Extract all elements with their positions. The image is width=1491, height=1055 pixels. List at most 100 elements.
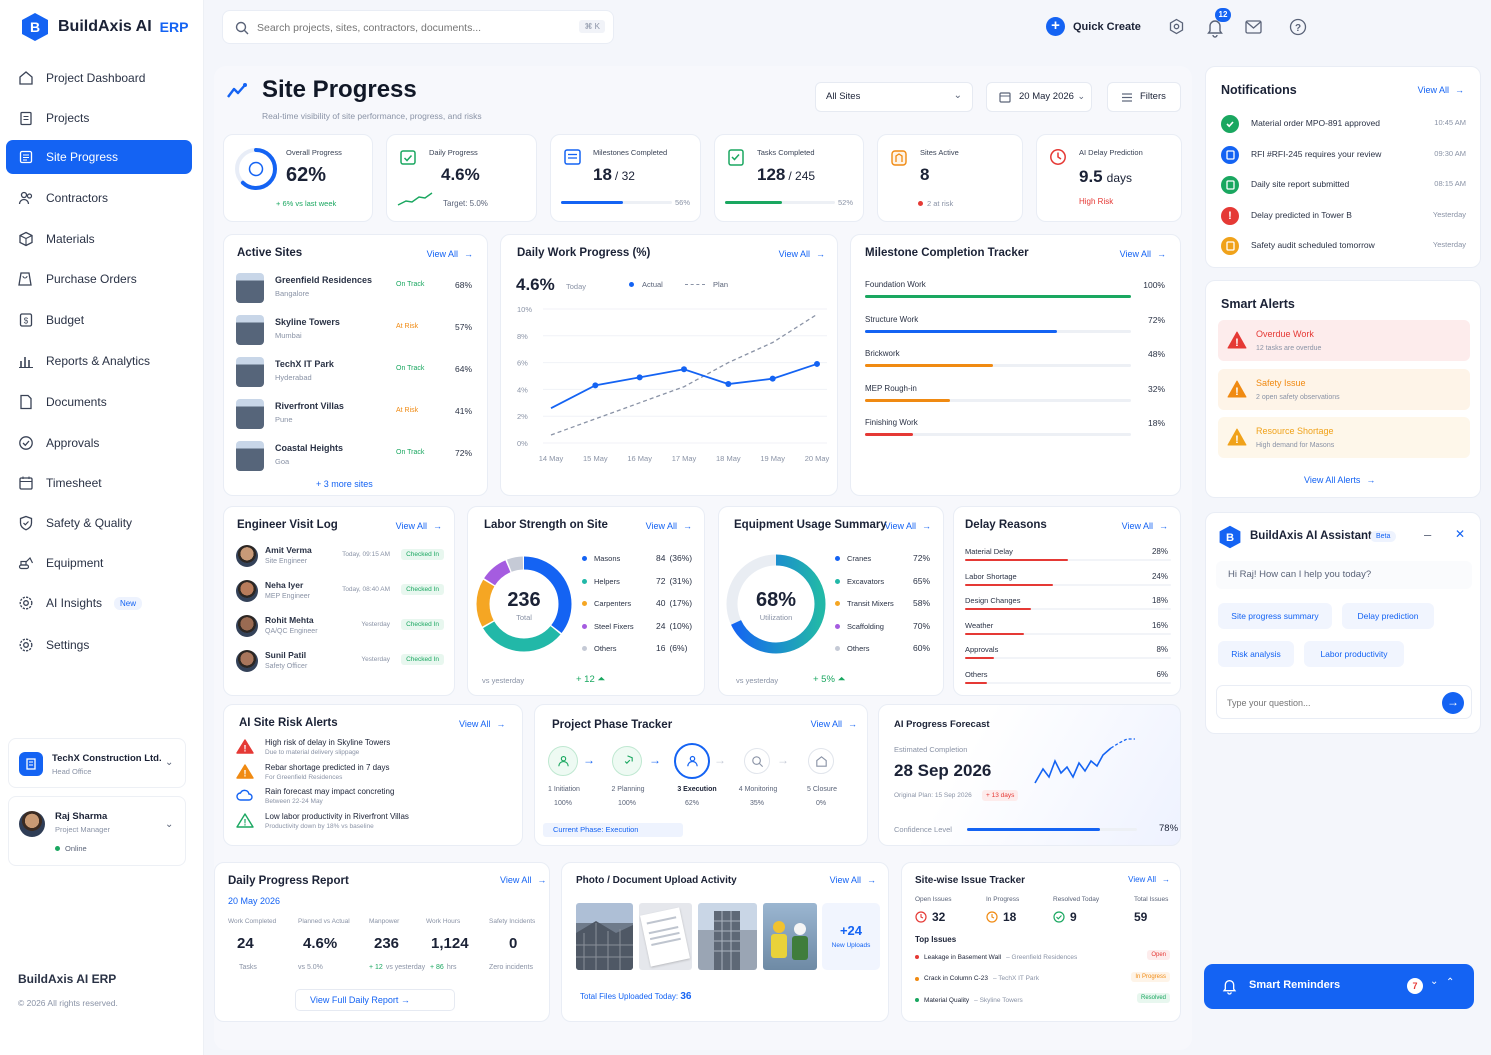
full-report-link[interactable]: View Full Daily Report →	[295, 989, 455, 1011]
filters-button[interactable]: Filters	[1107, 82, 1181, 112]
chip-labor-productivity[interactable]: Labor productivity	[1304, 641, 1404, 667]
view-all-link[interactable]: View All →	[810, 719, 857, 729]
minimize-icon[interactable]: –	[1424, 527, 1432, 542]
smart-alert-item[interactable]: ! Resource Shortage High demand for Masons	[1218, 417, 1470, 458]
phase-monitoring-node[interactable]	[744, 748, 770, 774]
labor-segment[interactable]	[476, 556, 572, 652]
sidebar-item-reports-analytics[interactable]: Reports & Analytics	[6, 344, 192, 378]
issue-row[interactable]: Crack in Column C-23– TechX IT Park	[915, 972, 1173, 986]
site-row[interactable]: Coastal Heights Goa On Track 72%	[224, 441, 489, 475]
actual-point[interactable]	[636, 374, 643, 381]
date-picker[interactable]: 20 May 2026 ⌄	[986, 82, 1092, 112]
sidebar-item-documents[interactable]: Documents	[6, 385, 192, 419]
kpi-card-ai-delay-prediction[interactable]: AI Delay Prediction 9.5 days High Risk	[1036, 134, 1182, 222]
engineer-row[interactable]: Rohit Mehta QA/QC Engineer Yesterday Checke…	[224, 613, 456, 643]
app-logo[interactable]: B BuildAxis AI ERP	[20, 12, 188, 42]
site-select[interactable]: All Sites ⌄	[815, 82, 973, 112]
view-all-alerts-link[interactable]: View All Alerts →	[1304, 475, 1376, 485]
view-all-link[interactable]: View All →	[1417, 85, 1464, 95]
engineer-row[interactable]: Neha Iyer MEP Engineer Today, 08:40 AM Chec…	[224, 578, 456, 608]
view-all-link[interactable]: View All →	[1121, 521, 1168, 531]
phase-execution-node[interactable]	[674, 743, 710, 779]
mail-icon[interactable]	[1245, 20, 1262, 34]
kpi-card-sites-active[interactable]: Sites Active 8 2 at risk	[877, 134, 1023, 222]
issue-row[interactable]: Leakage in Basement Wall – Greenfield Res…	[915, 950, 1173, 964]
actual-point[interactable]	[814, 360, 820, 367]
notification-text: Safety audit scheduled tomorrow	[1251, 240, 1375, 250]
view-all-link[interactable]: View All →	[459, 719, 506, 729]
more-sites-link[interactable]: + 3 more sites	[316, 479, 373, 489]
view-all-link[interactable]: View All →	[500, 875, 547, 885]
upload-thumb-building[interactable]	[698, 903, 757, 970]
smart-reminders-button[interactable]: Smart Reminders 7 ⌄ ⌃	[1204, 964, 1474, 1009]
kpi-card-overall-progress[interactable]: Overall Progress 62% + 6% vs last week	[223, 134, 373, 222]
upload-thumb-workers[interactable]	[763, 903, 817, 970]
send-button[interactable]: →	[1442, 692, 1464, 714]
sidebar-item-projects[interactable]: Projects	[6, 101, 192, 135]
upload-thumb-document[interactable]	[639, 903, 692, 970]
search-input[interactable]	[257, 19, 557, 37]
site-row[interactable]: Skyline Towers Mumbai At Risk 57%	[224, 315, 489, 349]
sidebar-item-approvals[interactable]: Approvals	[6, 426, 192, 460]
view-all-link[interactable]: View All →	[1119, 249, 1166, 259]
chip-delay-prediction[interactable]: Delay prediction	[1342, 603, 1434, 629]
site-row[interactable]: Riverfront Villas Pune At Risk 41%	[224, 399, 489, 433]
sidebar-item-settings[interactable]: Settings	[6, 628, 192, 662]
user-card[interactable]: Raj Sharma Project Manager ⌄ Online	[8, 796, 186, 866]
sidebar-item-timesheet[interactable]: Timesheet	[6, 466, 192, 500]
phase-initiation-node[interactable]	[548, 746, 578, 776]
chevron-up-icon[interactable]: ⌃	[1446, 977, 1455, 988]
notifications-button[interactable]: 12	[1206, 8, 1231, 38]
view-all-link[interactable]: View All →	[395, 521, 442, 531]
view-all-link[interactable]: View All →	[829, 875, 876, 885]
chip-site-progress[interactable]: Site progress summary	[1218, 603, 1332, 629]
actual-point[interactable]	[725, 381, 732, 388]
more-uploads-tile[interactable]: +24 New Uploads	[822, 903, 880, 970]
labor-segment[interactable]	[476, 556, 572, 652]
kpi-card-daily-progress[interactable]: Daily Progress 4.6% Target: 5.0%	[386, 134, 537, 222]
help-icon[interactable]: ?	[1289, 18, 1307, 36]
engineer-row[interactable]: Sunil Patil Safety Officer Yesterday Checke…	[224, 648, 456, 678]
smart-alert-item[interactable]: ! Safety Issue 2 open safety observations	[1218, 368, 1470, 410]
smart-alert-item[interactable]: ! Overdue Work 12 tasks are overdue	[1218, 320, 1470, 361]
site-row[interactable]: TechX IT Park Hyderabad On Track 64%	[224, 357, 489, 391]
notification-item[interactable]: Material order MPO-891 approved 10:45 AM	[1206, 113, 1482, 135]
site-row[interactable]: Greenfield Residences Bangalore On Track 68…	[224, 273, 489, 307]
sidebar-item-safety-quality[interactable]: Safety & Quality	[6, 506, 192, 540]
kpi-card-tasks-completed[interactable]: Tasks Completed 128/ 245 52%	[714, 134, 864, 222]
upload-thumb-site[interactable]	[576, 903, 633, 970]
assistant-input[interactable]	[1227, 695, 1427, 711]
view-all-link[interactable]: View All →	[426, 249, 473, 259]
view-all-link[interactable]: View All →	[778, 249, 825, 259]
notification-item[interactable]: Safety audit scheduled tomorrow Yesterday	[1206, 235, 1482, 257]
view-all-link[interactable]: View All →	[884, 521, 931, 531]
quick-create-button[interactable]: + Quick Create	[1046, 17, 1141, 36]
phase-closure-node[interactable]	[808, 748, 834, 774]
close-icon[interactable]: ✕	[1455, 527, 1466, 541]
sidebar-item-equipment[interactable]: Equipment	[6, 546, 192, 580]
issue-row[interactable]: Material Quality – Skyline Towers	[915, 993, 1173, 1007]
phase-planning-node[interactable]	[612, 746, 642, 776]
sidebar-item-budget[interactable]: $ Budget	[6, 303, 192, 337]
chip-risk-analysis[interactable]: Risk analysis	[1218, 641, 1294, 667]
sidebar-item-site-progress[interactable]: Site Progress	[6, 140, 192, 174]
sidebar-item-ai-insights[interactable]: AI Insights New	[6, 586, 192, 620]
sidebar-item-project-dashboard[interactable]: Project Dashboard	[6, 61, 192, 95]
actual-point[interactable]	[592, 382, 599, 389]
labor-segment[interactable]	[476, 556, 572, 652]
notification-item[interactable]: Daily site report submitted 08:15 AM	[1206, 174, 1482, 196]
kpi-card-milestones-completed[interactable]: Milestones Completed 18/ 32 56%	[550, 134, 701, 222]
notification-item[interactable]: ! Delay predicted in Tower B Yesterday	[1206, 205, 1482, 227]
notification-item[interactable]: RFI #RFI-245 requires your review 09:30 A…	[1206, 144, 1482, 166]
view-all-link[interactable]: View All →	[1128, 875, 1170, 884]
actual-point[interactable]	[681, 366, 687, 373]
sidebar-item-contractors[interactable]: Contractors	[6, 181, 192, 215]
actual-point[interactable]	[769, 375, 776, 382]
company-switcher[interactable]: TechX Construction Ltd. Head Office ⌄	[8, 738, 186, 788]
view-all-link[interactable]: View All →	[645, 521, 692, 531]
hexagon-settings-icon[interactable]	[1168, 18, 1185, 35]
search-bar[interactable]: ⌘ K	[222, 10, 614, 44]
sidebar-item-materials[interactable]: Materials	[6, 222, 192, 256]
engineer-row[interactable]: Amit Verma Site Engineer Today, 09:15 AM Ch…	[224, 543, 456, 573]
sidebar-item-purchase-orders[interactable]: Purchase Orders	[6, 262, 192, 296]
